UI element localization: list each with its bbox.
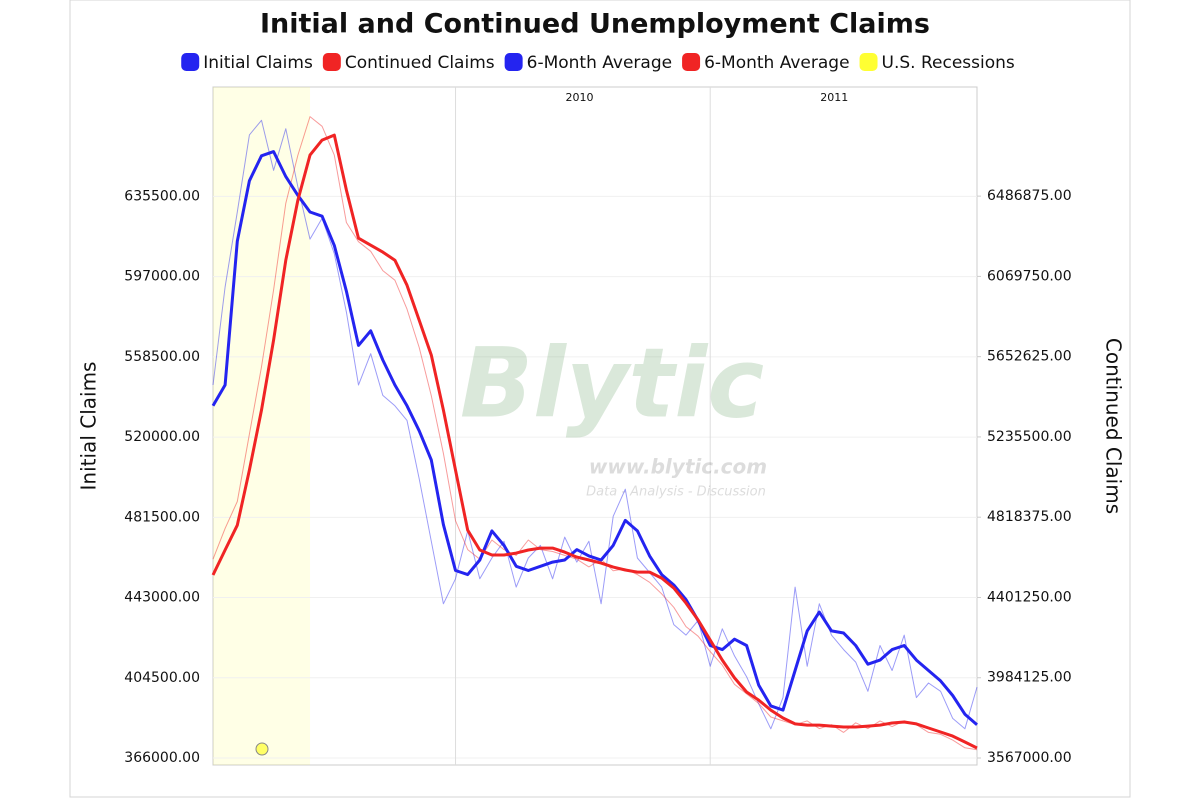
- plot-lines: [211, 116, 978, 751]
- watermark: Blytic www.blytic.com Data - Analysis - …: [460, 327, 767, 499]
- y-tick-label: 443000.00: [124, 590, 200, 606]
- legend-label: Continued Claims: [345, 53, 495, 73]
- legend-item[interactable]: 6-Month Average: [682, 53, 850, 73]
- y-tick-label: 404500.00: [124, 670, 200, 686]
- y2-tick-label: 5235500.00: [987, 429, 1072, 445]
- y-tick-label: 597000.00: [124, 269, 200, 285]
- legend-swatch: [859, 53, 878, 71]
- x-tick-label: 2011: [820, 91, 848, 104]
- series-line: [211, 150, 978, 726]
- y-tick-label: 481500.00: [124, 509, 200, 525]
- recession-band: [213, 87, 311, 765]
- y2-axis-title: Continued Claims: [1102, 338, 1126, 514]
- y2-tick-label: 6486875.00: [987, 188, 1072, 204]
- legend-swatch: [181, 53, 200, 71]
- legend-swatch: [504, 53, 523, 71]
- legend-item[interactable]: U.S. Recessions: [859, 53, 1015, 73]
- y-tick-label: 635500.00: [124, 188, 200, 204]
- y2-tick-label: 3984125.00: [987, 670, 1072, 686]
- y-tick-label: 366000.00: [124, 750, 200, 766]
- legend-label: 6-Month Average: [527, 53, 672, 73]
- y-tick-label: 558500.00: [124, 349, 200, 365]
- legend-item[interactable]: 6-Month Average: [504, 53, 672, 73]
- recession-info-icon[interactable]: [255, 742, 269, 756]
- x-tick-label: 2010: [566, 91, 594, 104]
- legend-label: 6-Month Average: [704, 53, 849, 73]
- legend: Initial Claims Continued Claims 6-Month Av…: [181, 53, 1015, 73]
- plot-background: 366000.00 404500.00 443000.00 481500.00 5200…: [124, 86, 1072, 766]
- y-axis-title: Initial Claims: [77, 362, 101, 491]
- y2-tick-label: 4401250.00: [987, 589, 1072, 605]
- legend-label: Initial Claims: [203, 53, 313, 73]
- y2-tick-label: 6069750.00: [987, 268, 1072, 284]
- y2-tick-label: 3567000.00: [987, 750, 1072, 766]
- y2-tick-label: 5652625.00: [987, 349, 1072, 365]
- y2-tick-label: 4818375.00: [987, 509, 1072, 525]
- chart-title: Initial and Continued Unemployment Claim…: [260, 9, 930, 40]
- series-line: [211, 133, 978, 750]
- legend-label: U.S. Recessions: [882, 53, 1015, 73]
- watermark-tagline: Data - Analysis - Discussion: [586, 485, 766, 500]
- watermark-url: www.blytic.com: [589, 455, 767, 479]
- watermark-logo: Blytic: [460, 327, 764, 439]
- legend-item[interactable]: Continued Claims: [322, 53, 495, 73]
- legend-item[interactable]: Initial Claims: [181, 53, 313, 73]
- legend-swatch: [682, 53, 701, 71]
- plot-area: [212, 86, 978, 766]
- legend-swatch: [322, 53, 341, 71]
- series-line: [212, 119, 978, 730]
- y-tick-label: 520000.00: [124, 429, 200, 445]
